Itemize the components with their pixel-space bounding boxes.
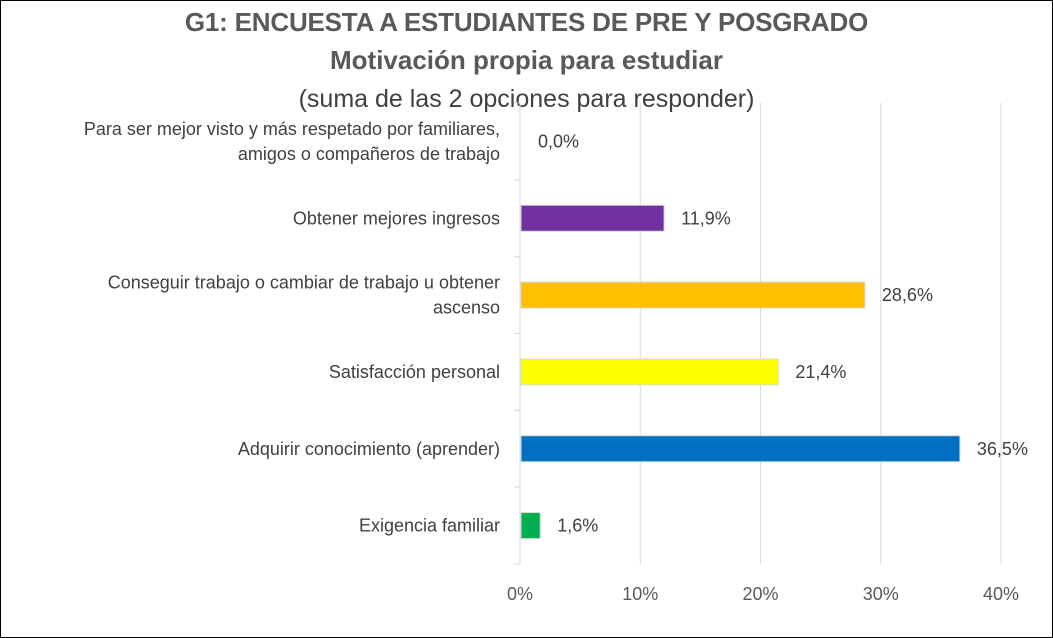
category-label: Satisfacción personal: [329, 362, 500, 382]
data-label: 36,5%: [977, 439, 1028, 459]
chart-title: G1: ENCUESTA A ESTUDIANTES DE PRE Y POSG…: [184, 7, 869, 37]
chart-subtitle: Motivación propia para estudiar: [330, 45, 723, 75]
category-label: Adquirir conocimiento (aprender): [238, 439, 500, 459]
data-label: 21,4%: [795, 362, 846, 382]
category-label: Exigencia familiar: [359, 516, 500, 536]
x-tick-label: 10%: [622, 584, 658, 604]
data-label: 28,6%: [882, 285, 933, 305]
x-tick-label: 30%: [863, 584, 899, 604]
bar: [520, 204, 665, 232]
x-tick-label: 40%: [983, 584, 1019, 604]
category-label: Para ser mejor visto y más respetado por…: [84, 119, 500, 139]
category-label: ascenso: [433, 298, 500, 318]
x-tick-label: 0%: [507, 584, 533, 604]
bar: [520, 435, 961, 463]
bar: [520, 358, 779, 386]
bar: [520, 281, 866, 309]
category-label: Conseguir trabajo o cambiar de trabajo u…: [108, 273, 500, 293]
data-label: 0,0%: [538, 131, 579, 151]
category-label: amigos o compañeros de trabajo: [238, 144, 500, 164]
data-label: 11,9%: [681, 208, 731, 228]
category-label: Obtener mejores ingresos: [293, 208, 500, 228]
data-label: 1,6%: [557, 516, 598, 536]
chart-note: (suma de las 2 opciones para responder): [298, 85, 755, 113]
bar: [520, 512, 541, 540]
x-tick-label: 20%: [742, 584, 778, 604]
